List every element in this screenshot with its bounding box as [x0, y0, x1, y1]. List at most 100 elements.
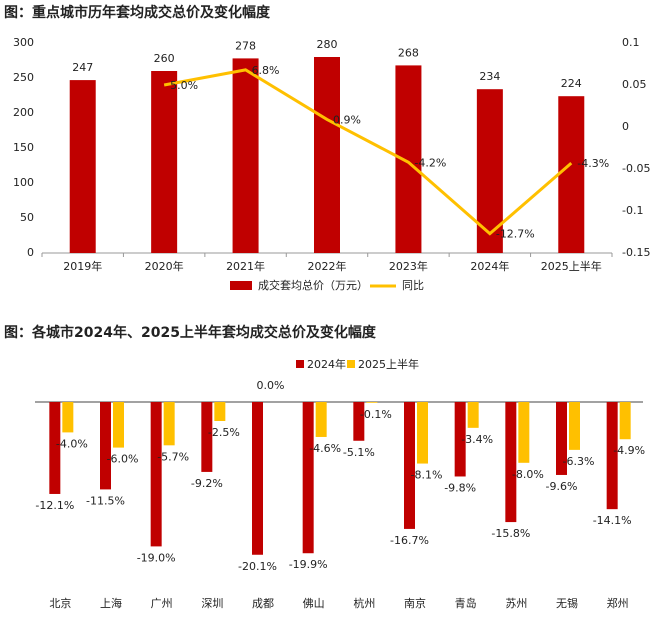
bar — [417, 402, 428, 464]
x-tick-label: 上海 — [100, 596, 122, 610]
y-tick-label: 300 — [13, 36, 34, 49]
x-tick-label: 2023年 — [389, 259, 428, 273]
y-tick-label: 250 — [13, 71, 34, 84]
value-label: 0.0% — [257, 379, 285, 392]
bar — [113, 402, 124, 448]
value-label: 247 — [72, 61, 93, 74]
y-tick-label: 150 — [13, 141, 34, 154]
bar — [100, 402, 111, 490]
value-label: -9.8% — [444, 481, 476, 494]
bar — [232, 58, 259, 254]
y2-tick-label: 0 — [622, 120, 629, 133]
bar — [62, 402, 74, 433]
value-label: -19.9% — [289, 558, 328, 571]
value-label: -5.1% — [343, 446, 375, 459]
bar — [214, 402, 226, 421]
legend-swatch — [347, 360, 355, 368]
bar — [201, 402, 213, 472]
bar — [467, 402, 479, 428]
x-tick-label: 2024年 — [470, 259, 509, 273]
value-label: -9.6% — [546, 480, 578, 493]
bar — [314, 57, 340, 253]
y-tick-label: 50 — [20, 211, 34, 224]
value-label: -19.0% — [137, 551, 176, 564]
bar — [569, 402, 580, 450]
value-label: -4.9% — [613, 444, 645, 457]
x-tick-label: 苏州 — [505, 597, 527, 610]
value-label: -12.7% — [496, 228, 535, 241]
value-label: -8.1% — [411, 469, 443, 482]
bar — [302, 402, 314, 554]
y-tick-label: 0 — [27, 246, 34, 259]
value-label: 280 — [317, 38, 338, 51]
bar — [366, 402, 378, 403]
legend-swatch — [230, 281, 252, 290]
x-tick-label: 杭州 — [353, 596, 375, 610]
x-tick-label: 2022年 — [308, 259, 347, 273]
value-label: 234 — [479, 70, 500, 83]
value-label: -8.0% — [512, 468, 544, 481]
bar — [252, 402, 263, 555]
y-tick-label: 100 — [13, 176, 34, 189]
x-tick-label: 无锡 — [556, 596, 578, 610]
legend-swatch — [296, 360, 304, 368]
bar — [606, 402, 618, 510]
bar — [558, 96, 585, 253]
bar — [49, 402, 61, 494]
bar — [556, 402, 567, 475]
value-label: 268 — [398, 46, 419, 59]
x-tick-label: 广州 — [151, 597, 173, 610]
bar — [163, 402, 175, 446]
value-label: 224 — [561, 77, 582, 90]
x-tick-label: 成都 — [252, 597, 274, 610]
bar — [69, 80, 96, 253]
value-label: -14.1% — [593, 514, 632, 527]
x-tick-label: 佛山 — [303, 597, 325, 610]
bar — [353, 402, 365, 441]
x-tick-label: 郑州 — [607, 596, 629, 610]
bar — [315, 402, 327, 437]
line — [163, 68, 573, 236]
y-tick-label: 200 — [13, 106, 34, 119]
value-label: 260 — [154, 52, 175, 65]
y2-tick-label: -0.05 — [622, 162, 650, 175]
bar — [151, 71, 178, 253]
value-label: -3.4% — [461, 433, 493, 446]
bar — [518, 402, 530, 463]
value-label: -9.2% — [191, 477, 223, 490]
value-label: -6.0% — [107, 453, 139, 466]
bar — [619, 402, 631, 440]
legend-label: 2025上半年 — [358, 357, 419, 371]
x-tick-label: 2019年 — [63, 259, 102, 273]
y2-tick-label: -0.1 — [622, 204, 643, 217]
value-label: -20.1% — [238, 560, 277, 573]
value-label: -4.0% — [56, 437, 88, 450]
x-tick-label: 南京 — [404, 596, 426, 610]
value-label: -4.6% — [309, 442, 341, 455]
x-tick-label: 2025上半年 — [541, 259, 602, 273]
value-label: -6.3% — [563, 455, 595, 468]
x-tick-label: 2020年 — [145, 259, 184, 273]
x-tick-label: 青岛 — [455, 596, 477, 610]
x-tick-label: 2021年 — [226, 259, 265, 273]
value-label: 0.9% — [333, 113, 361, 126]
value-label: -0.1% — [360, 408, 392, 421]
value-label: 6.8% — [252, 64, 280, 77]
bar — [150, 402, 162, 547]
value-label: -5.7% — [157, 450, 189, 463]
value-label: -2.5% — [208, 426, 240, 439]
y2-tick-label: -0.15 — [622, 246, 650, 259]
legend-label: 成交套均总价（万元） — [258, 278, 368, 292]
y2-tick-label: 0.1 — [622, 36, 640, 49]
value-label: -16.7% — [390, 534, 429, 547]
bar — [454, 402, 466, 477]
chart-title: 图：重点城市历年套均成交总价及变化幅度 — [4, 4, 271, 21]
value-label: 5.0% — [170, 79, 198, 92]
bar — [505, 402, 517, 523]
value-label: -11.5% — [86, 494, 125, 507]
y2-tick-label: 0.05 — [622, 78, 647, 91]
value-label: -4.3% — [577, 157, 609, 170]
value-label: -12.1% — [35, 499, 74, 512]
